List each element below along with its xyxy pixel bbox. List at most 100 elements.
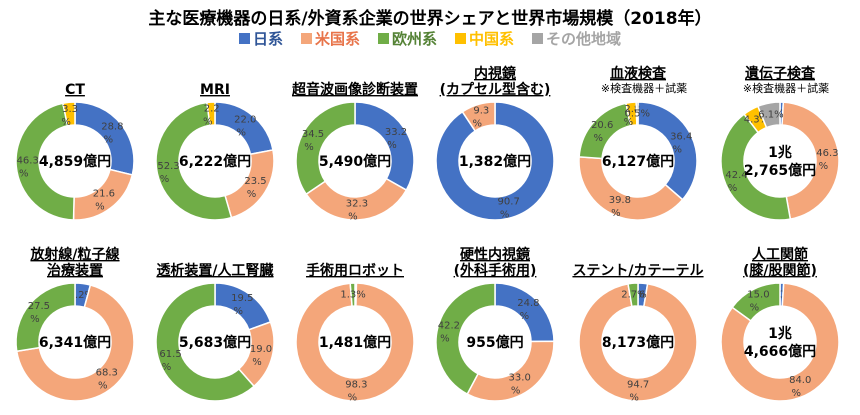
doughnut-segment xyxy=(155,282,256,402)
data-label: 42.4 xyxy=(725,170,747,181)
data-label-unit: % xyxy=(387,140,397,151)
market-size: 4,666億円 xyxy=(744,343,816,360)
chart-title: 内視鏡 xyxy=(474,65,516,82)
doughnut-segment xyxy=(731,282,781,322)
data-label: 2.8 xyxy=(624,104,640,115)
doughnut-chart: 血液検査※検査機器＋試薬36.4%39.8%20.6%2.8%0.5%6,127… xyxy=(578,65,698,221)
data-label: 46.3 xyxy=(17,155,39,166)
doughnut-segment xyxy=(61,101,76,127)
page-title: 主な医療機器の日系/外資系企業の世界シェアと世界市場規模（2018年） xyxy=(148,9,712,29)
data-label: 19.0 xyxy=(250,344,272,355)
legend-label: 日系 xyxy=(252,30,283,48)
data-label-unit: % xyxy=(98,380,108,391)
data-label: 98.3 xyxy=(345,379,367,390)
doughnut-segment xyxy=(461,101,496,133)
doughnut-chart: CT 28.8% 21.6% 46.3% 3.3% 4,859億円 xyxy=(15,82,135,221)
doughnut-chart: 遺伝子検査※検査機器＋試薬 0.9% 46.3% 42.4% 4.3%6.1% 1兆2,7… xyxy=(720,65,840,221)
data-label: 2.6% xyxy=(629,290,654,301)
data-label-unit: % xyxy=(104,135,114,146)
data-label: 28.8 xyxy=(101,122,123,133)
legend-item-europe: 欧州系 xyxy=(377,28,437,49)
market-size: 1,382億円 xyxy=(459,153,531,170)
market-size: 1,481億円 xyxy=(319,334,391,351)
data-label-unit: % xyxy=(304,142,314,153)
chart-title: 放射線/粒子線 xyxy=(29,246,119,263)
data-label-unit: % xyxy=(511,386,521,397)
legend-swatch xyxy=(455,33,466,44)
chart-title: CT xyxy=(65,82,85,98)
doughnut-segment xyxy=(435,101,555,221)
data-label: 36.4 xyxy=(670,131,692,142)
doughnut-segment xyxy=(295,101,356,196)
doughnut-chart: MRI 22.0% 23.5% 52.3% 2.2% 6,222億円 xyxy=(155,82,275,221)
data-label: 21.6 xyxy=(93,189,115,200)
chart-title: 硬性内視鏡 xyxy=(460,246,530,263)
chart-title: 透析装置/人工腎臓 xyxy=(156,262,273,279)
doughnut-segment xyxy=(627,282,639,308)
data-label: 0.9% xyxy=(769,109,794,120)
doughnut-chart: 超音波画像診断装置 33.2% 32.3% 34.5% 5,490億円 xyxy=(291,81,418,222)
doughnut-chart: 人工関節(膝/股関節) 1.0% 84.0% 15.0% 1兆4,666億円 xyxy=(720,246,840,402)
doughnut-chart: 手術用ロボット0.4%98.3%1.3%1,481億円 xyxy=(295,262,415,403)
doughnut-segment xyxy=(349,282,356,307)
data-label-unit: % xyxy=(593,133,603,144)
data-label: 24.8 xyxy=(517,298,539,309)
data-label: 68.3 xyxy=(96,367,118,378)
chart-title: (外科手術用) xyxy=(454,262,537,279)
data-label-unit: % xyxy=(234,306,244,317)
doughnut-segment xyxy=(15,102,75,221)
data-label-unit: % xyxy=(728,183,738,194)
data-label-unit: % xyxy=(440,333,450,344)
data-label-unit: % xyxy=(473,119,483,130)
doughnut-segment xyxy=(206,101,216,127)
data-label: 2.7% xyxy=(621,290,646,301)
market-size: 2,765億円 xyxy=(744,162,816,179)
chart-title: 遺伝子検査 xyxy=(745,65,816,82)
data-label: 19.5 xyxy=(231,293,253,304)
chart-title: (カプセル型含む) xyxy=(440,81,551,98)
data-label: 2.2 xyxy=(204,104,220,115)
data-label: 46.3 xyxy=(816,148,838,159)
data-label: 33.2 xyxy=(385,127,407,138)
data-label: 23.5 xyxy=(244,176,266,187)
data-label: 15.0 xyxy=(747,290,769,301)
legend-swatch xyxy=(532,33,544,44)
data-label-unit: % xyxy=(252,357,262,368)
doughnut-segment xyxy=(637,101,698,201)
legend-item-china: 中国系 xyxy=(455,28,514,49)
data-label: 4.2% xyxy=(69,290,94,301)
chart-title: MRI xyxy=(200,82,230,98)
data-label-unit: % xyxy=(203,117,213,128)
chart-title: ステント/カテーテル xyxy=(572,263,703,279)
data-label: 94.7 xyxy=(627,379,649,390)
data-label-unit: % xyxy=(30,314,40,325)
data-label: 39.8 xyxy=(609,195,631,206)
data-label-unit: % xyxy=(520,311,530,322)
doughnut-segment xyxy=(720,113,792,221)
data-label: 9.3 xyxy=(473,106,489,117)
market-size: 5,683億円 xyxy=(179,334,251,351)
doughnut-segment xyxy=(756,101,781,129)
data-label-unit: % xyxy=(237,127,247,138)
data-label: 4.3% xyxy=(744,115,769,126)
doughnut-chart: 内視鏡(カプセル型含む) 90.7% 9.3% 1,382億円 xyxy=(435,65,555,221)
data-label: 42.2 xyxy=(438,320,460,331)
data-label: 1.3% xyxy=(340,290,365,301)
legend-label: 欧州系 xyxy=(391,30,437,48)
doughnut-segment xyxy=(15,282,76,353)
doughnut-chart: ステント/カテーテル 2.6% 94.7% 2.7% 8,173億円 xyxy=(572,263,703,403)
data-label: 20.6 xyxy=(591,120,613,131)
legend-label: 米国系 xyxy=(314,30,360,48)
doughnut-segment xyxy=(15,284,135,402)
data-label-unit: % xyxy=(19,168,29,179)
legend-item-other: その他地域 xyxy=(532,28,621,49)
data-label-unit: % xyxy=(95,202,105,213)
chart-title: 血液検査 xyxy=(610,65,667,82)
data-label: 6.1% xyxy=(758,109,783,120)
data-label-unit: % xyxy=(624,117,634,128)
doughnut-segment xyxy=(720,282,840,402)
chart-note: ※検査機器＋試薬 xyxy=(743,81,829,95)
data-label-unit: % xyxy=(500,209,510,220)
legend: 日系 米国系 欧州系 中国系 その他地域 xyxy=(0,28,860,49)
